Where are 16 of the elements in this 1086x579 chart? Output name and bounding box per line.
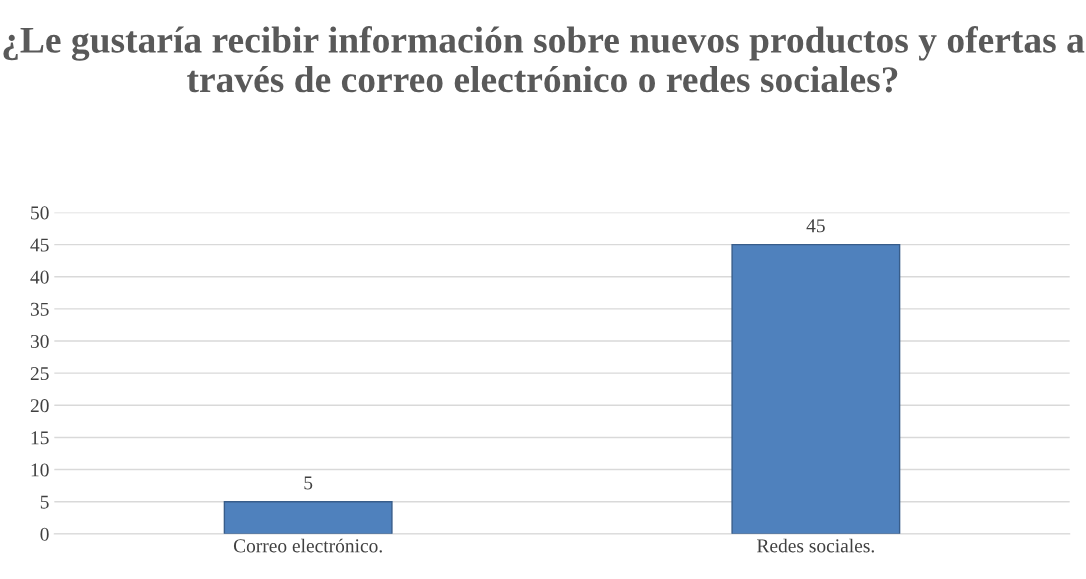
y-tick-label: 50 (31, 206, 49, 220)
y-tick-label: 45 (30, 238, 49, 252)
y-tick-label: 25 (30, 367, 49, 381)
x-tick-label: Correo electrónico. (233, 538, 382, 553)
chart-title: ¿Le gustaría recibir información sobre nuevos productos y ofertas a través de correo electrónico o redes sociales? (3, 26, 1085, 93)
x-tick-label: Redes sociales. (757, 538, 874, 553)
y-tick-label: 30 (30, 334, 49, 348)
y-tick-label: 0 (40, 527, 49, 541)
y-tick-label: 10 (31, 463, 49, 477)
y-tick-label: 35 (30, 302, 49, 316)
data-label: 45 (806, 219, 825, 233)
y-tick-label: 20 (30, 399, 49, 413)
y-tick-label: 15 (31, 431, 49, 445)
data-label: 5 (304, 476, 313, 490)
y-tick-label: 40 (30, 270, 49, 284)
y-tick-label: 5 (40, 495, 49, 509)
